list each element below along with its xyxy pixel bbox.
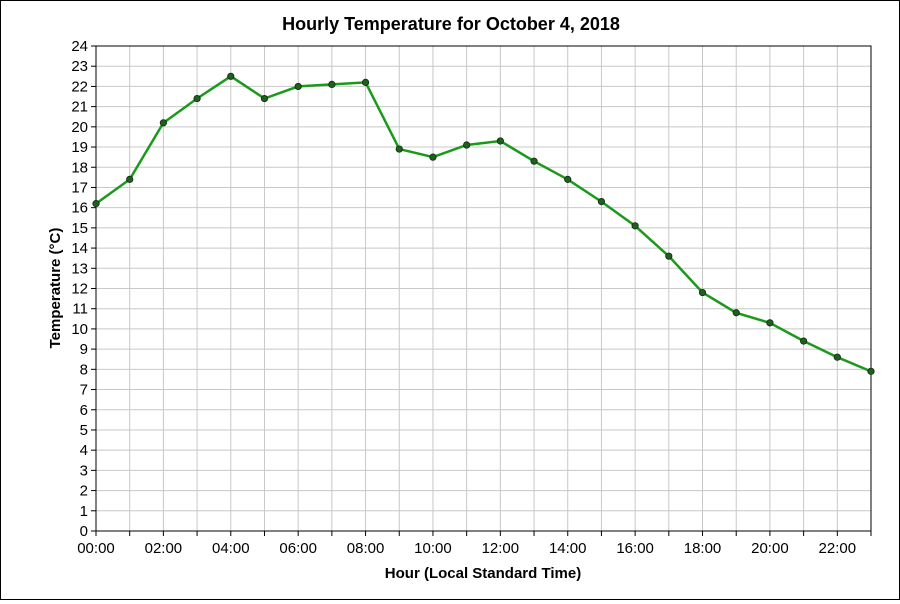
data-point <box>800 337 808 345</box>
data-point <box>496 137 504 145</box>
x-tick-label: 22:00 <box>819 540 857 557</box>
data-point <box>698 288 707 297</box>
data-point <box>597 198 606 206</box>
y-tick-label: 0 <box>80 523 88 540</box>
x-axis-label: Hour (Local Standard Time) <box>385 565 581 582</box>
data-point <box>732 309 740 317</box>
data-point <box>631 222 639 230</box>
chart-title: Hourly Temperature for October 4, 2018 <box>282 14 620 34</box>
data-point <box>92 200 100 208</box>
y-tick-label: 7 <box>80 382 88 399</box>
y-tick-label: 6 <box>80 402 88 419</box>
data-point <box>361 78 370 86</box>
data-point <box>833 353 841 361</box>
y-tick-label: 22 <box>71 78 88 95</box>
data-point <box>126 175 134 183</box>
y-tick-label: 23 <box>71 58 88 75</box>
x-tick-label: 18:00 <box>684 540 722 557</box>
y-tick-label: 3 <box>80 462 88 479</box>
y-tick-label: 4 <box>80 442 88 459</box>
x-tick-label: 12:00 <box>482 540 520 557</box>
y-tick-label: 18 <box>71 159 88 176</box>
y-tick-label: 1 <box>80 503 88 520</box>
y-tick-label: 24 <box>71 38 88 55</box>
x-tick-label: 06:00 <box>279 540 317 557</box>
y-tick-label: 12 <box>71 281 88 298</box>
x-tick-label: 14:00 <box>549 540 587 557</box>
data-point <box>193 94 201 103</box>
temperature-series-line <box>95 74 872 373</box>
x-tick-label: 20:00 <box>751 540 789 557</box>
y-tick-label: 16 <box>71 200 88 217</box>
data-point <box>463 141 471 149</box>
x-tick-label: 04:00 <box>212 540 250 557</box>
data-point <box>766 319 774 327</box>
y-tick-label: 9 <box>80 341 88 358</box>
y-tick-label: 8 <box>80 361 88 378</box>
y-tick-label: 20 <box>71 119 88 136</box>
y-tick-label: 10 <box>71 321 88 338</box>
y-tick-label: 21 <box>71 99 88 116</box>
data-point <box>328 80 336 88</box>
data-point <box>530 157 538 165</box>
y-tick-label: 11 <box>72 301 88 318</box>
x-tick-label: 10:00 <box>414 540 452 557</box>
data-point <box>260 94 269 103</box>
data-point <box>429 153 437 161</box>
x-tick-label: 16:00 <box>616 540 654 557</box>
data-point <box>665 252 673 260</box>
y-tick-label: 15 <box>71 220 88 237</box>
y-axis-label: Temperature (°C) <box>47 228 64 349</box>
x-tick-label: 08:00 <box>347 540 385 557</box>
plot-area <box>95 45 872 532</box>
data-point <box>867 367 875 375</box>
data-point <box>564 175 572 183</box>
y-tick-label: 19 <box>71 139 88 156</box>
x-tick-label: 02:00 <box>145 540 183 557</box>
grid <box>95 45 872 532</box>
data-point <box>227 72 235 80</box>
data-point <box>294 82 302 91</box>
x-tick-label: 00:00 <box>77 540 115 557</box>
y-tick-label: 2 <box>80 483 88 500</box>
y-tick-label: 14 <box>71 240 88 257</box>
data-point <box>159 119 167 127</box>
y-tick-label: 5 <box>80 422 88 439</box>
temperature-series-points <box>92 72 875 375</box>
x-axis-ticks: 00:00 02:00 04:00 06:00 08:00 10:00 12:00 14:00… <box>77 531 872 557</box>
y-tick-label: 17 <box>71 179 88 196</box>
y-tick-label: 13 <box>71 260 88 277</box>
data-point <box>395 145 403 153</box>
